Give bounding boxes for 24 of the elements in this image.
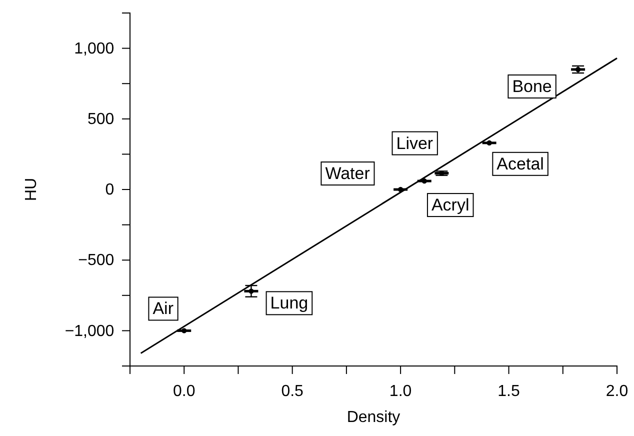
x-tick-label: 2.0 — [606, 383, 628, 400]
y-tick-label: 500 — [87, 111, 114, 128]
annotation: Lung — [270, 294, 308, 313]
annotation: Bone — [512, 76, 552, 96]
annotation: Acetal — [496, 154, 544, 174]
y-axis-title: HU — [23, 178, 40, 202]
y-tick-label: −500 — [78, 252, 114, 270]
x-axis-title: Density — [346, 409, 400, 426]
point — [398, 186, 404, 192]
annotation: Liver — [396, 134, 434, 153]
y-tick-label: 0 — [105, 182, 114, 199]
annotation: Air — [152, 299, 174, 318]
point — [182, 328, 187, 334]
x-tick-label: 0.0 — [172, 383, 196, 400]
point — [486, 140, 492, 146]
y-tick-label: −1,000 — [64, 322, 114, 340]
y-tick-label: 1,000 — [74, 40, 114, 58]
point — [422, 178, 427, 184]
x-tick-label: 0.5 — [281, 383, 304, 400]
annotation: Acryl — [431, 196, 470, 215]
x-tick-label: 1.0 — [389, 383, 412, 400]
annotation: Water — [325, 164, 370, 183]
x-tick-label: 1.5 — [498, 383, 520, 400]
point — [248, 288, 254, 294]
